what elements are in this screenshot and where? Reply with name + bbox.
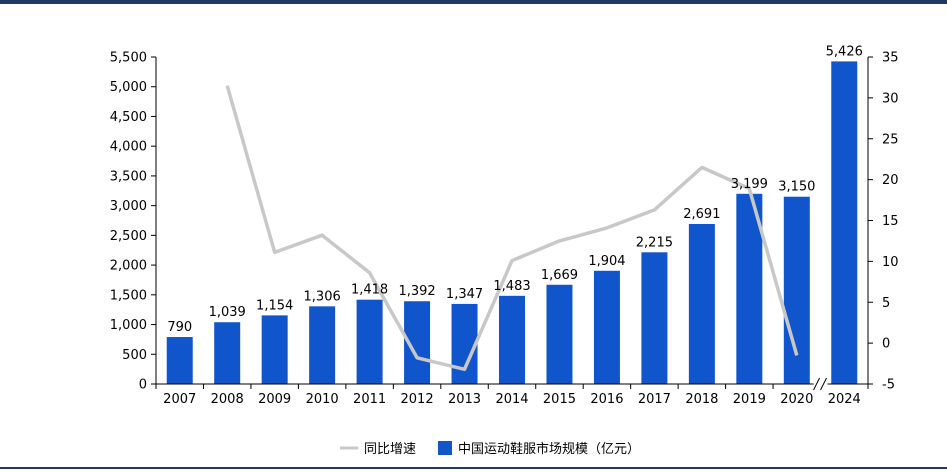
bar-2018 bbox=[688, 224, 715, 384]
left-tick-label: 3,500 bbox=[110, 169, 147, 184]
bar-2009 bbox=[261, 315, 288, 384]
x-tick-label: 2015 bbox=[543, 392, 576, 407]
left-tick-label: 2,500 bbox=[110, 229, 147, 244]
x-tick-label: 2017 bbox=[638, 392, 671, 407]
bar-2010 bbox=[309, 306, 336, 384]
axis-break-gap bbox=[813, 378, 828, 390]
bar-label-2019: 3,199 bbox=[731, 177, 768, 192]
bar-label-2013: 1,347 bbox=[446, 287, 483, 302]
left-tick-label: 5,000 bbox=[110, 80, 147, 95]
bar-2007 bbox=[166, 337, 193, 384]
bar-2020 bbox=[783, 196, 810, 384]
bar-label-2017: 2,215 bbox=[636, 235, 673, 250]
x-tick-label: 2011 bbox=[353, 392, 386, 407]
right-tick-label: 35 bbox=[882, 51, 899, 66]
line-series bbox=[225, 85, 799, 372]
right-tick-label: 0 bbox=[882, 337, 890, 352]
left-tick-label: 2,000 bbox=[110, 259, 147, 274]
x-tick-label: 2020 bbox=[780, 392, 813, 407]
right-tick-label: -5 bbox=[882, 378, 895, 393]
bar-label-2007: 790 bbox=[167, 320, 192, 335]
bar-label-2012: 1,392 bbox=[398, 284, 435, 299]
right-axis: -5 0 5 10 15 20 25 30 35 bbox=[867, 51, 899, 393]
right-tick-label: 5 bbox=[882, 296, 890, 311]
left-axis: 0 500 1,000 1,500 2,000 2,500 3,000 3,500 4,000 4… bbox=[110, 51, 157, 393]
axis-break-mark bbox=[813, 377, 820, 391]
bar-2017 bbox=[641, 252, 668, 384]
x-tick-label: 2016 bbox=[590, 392, 623, 407]
bar-2008 bbox=[214, 322, 241, 384]
bar-2013 bbox=[451, 303, 478, 384]
bar-label-2015: 1,669 bbox=[541, 268, 578, 283]
bar-2014 bbox=[499, 295, 525, 384]
top-border bbox=[0, 0, 947, 4]
bar-2015 bbox=[546, 284, 573, 384]
left-tick-label: 4,500 bbox=[110, 110, 147, 125]
bar-label-2014: 1,483 bbox=[493, 279, 530, 294]
right-tick-label: 25 bbox=[882, 132, 899, 147]
x-tick-label: 2019 bbox=[733, 392, 766, 407]
right-tick-label: 10 bbox=[882, 255, 899, 270]
x-tick-label: 2007 bbox=[163, 392, 196, 407]
bar-label-2024: 5,426 bbox=[826, 44, 863, 59]
bar-label-2016: 1,904 bbox=[588, 254, 625, 269]
x-tick-label: 2014 bbox=[495, 392, 528, 407]
left-tick-label: 500 bbox=[122, 348, 147, 363]
x-tick-label: 2008 bbox=[211, 392, 244, 407]
x-tick-label: 2013 bbox=[448, 392, 481, 407]
right-tick-label: 20 bbox=[882, 173, 899, 188]
legend-entry-market-size: 中国运动鞋服市场规模（亿元） bbox=[458, 441, 640, 457]
legend-entry-growth: 同比增速 bbox=[364, 442, 416, 457]
bar-2011 bbox=[356, 299, 383, 384]
bar-label-2010: 1,306 bbox=[304, 289, 341, 304]
left-tick-label: 1,500 bbox=[110, 288, 147, 303]
right-tick-label: 30 bbox=[882, 91, 899, 106]
x-axis: 2007 2008 2009 2010 2011 2012 2013 2014 2015 2016… bbox=[155, 377, 869, 407]
x-tick-label: 2010 bbox=[306, 392, 339, 407]
left-tick-label: 3,000 bbox=[110, 199, 147, 214]
data-labels: 790 1,039 1,154 1,306 1,418 1,392 1,347 1,483 1,… bbox=[167, 44, 863, 335]
bar-label-2020: 3,150 bbox=[778, 180, 815, 195]
bar-series bbox=[166, 61, 858, 385]
x-tick-label: 2024 bbox=[828, 392, 861, 407]
axis-break-mark bbox=[820, 377, 827, 391]
bottom-border bbox=[0, 467, 947, 469]
bar-label-2009: 1,154 bbox=[256, 298, 293, 313]
bar-2024 bbox=[831, 61, 858, 385]
bar-2016 bbox=[593, 270, 620, 384]
left-tick-label: 5,500 bbox=[110, 51, 147, 66]
left-tick-label: 0 bbox=[139, 378, 147, 393]
right-tick-label: 15 bbox=[882, 214, 899, 229]
x-tick-label: 2012 bbox=[401, 392, 434, 407]
legend: 同比增速 中国运动鞋服市场规模（亿元） bbox=[340, 441, 640, 457]
bar-label-2008: 1,039 bbox=[209, 305, 246, 320]
left-tick-label: 4,000 bbox=[110, 140, 147, 155]
left-tick-label: 1,000 bbox=[110, 318, 147, 333]
x-tick-label: 2018 bbox=[685, 392, 718, 407]
legend-bar-swatch bbox=[438, 441, 452, 455]
bar-label-2011: 1,418 bbox=[351, 283, 388, 298]
bar-label-2018: 2,691 bbox=[683, 207, 720, 222]
x-tick-label: 2009 bbox=[258, 392, 291, 407]
